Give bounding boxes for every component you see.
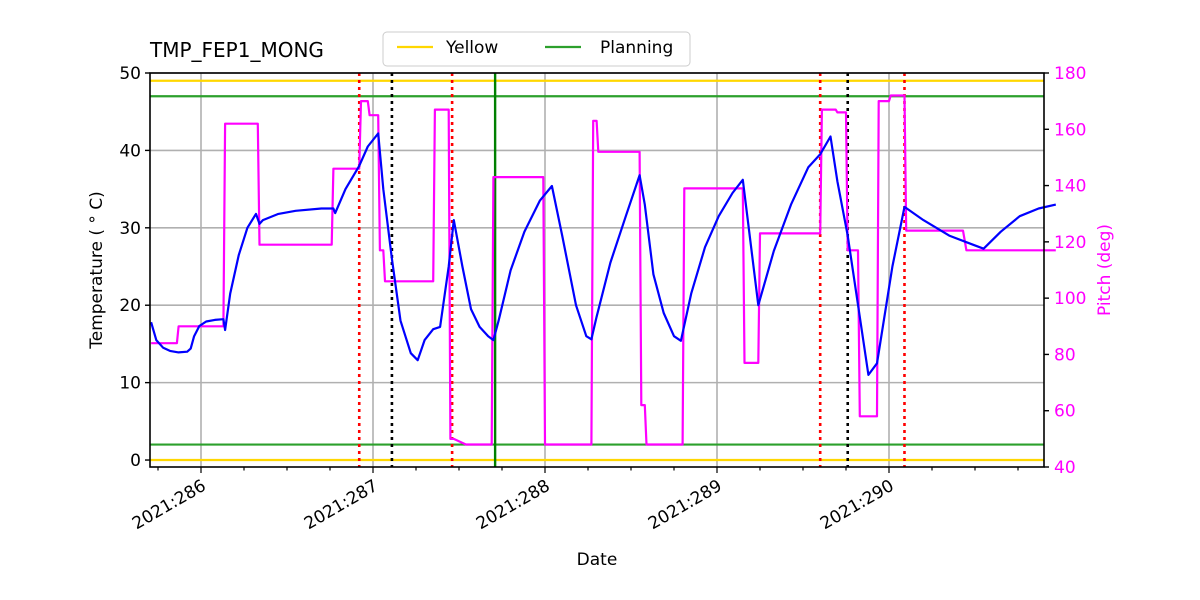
svg-text:50: 50 [119,64,141,84]
svg-text:20: 20 [119,296,141,316]
svg-text:180: 180 [1054,64,1086,84]
svg-text:140: 140 [1054,177,1086,197]
svg-text:10: 10 [119,374,141,394]
y-axis-label: Temperature ( ° C) [87,191,107,350]
svg-text:2021:288: 2021:288 [473,476,554,534]
svg-text:30: 30 [119,219,141,239]
legend-yellow-label: Yellow [445,38,498,58]
legend: Yellow Planning [382,31,691,67]
svg-text:40: 40 [1054,458,1076,478]
temperature-series [150,132,1057,376]
svg-text:2021:287: 2021:287 [301,476,382,534]
y-axis-right: 40 60 80 100 120 140 160 180 [1044,64,1086,478]
svg-text:60: 60 [1054,402,1076,422]
y-axis-left: 0 10 20 30 40 50 [119,64,150,471]
svg-text:0: 0 [130,451,141,471]
svg-text:2021:290: 2021:290 [817,476,898,534]
svg-text:120: 120 [1054,233,1086,253]
event-vertical-lines [357,73,906,467]
svg-text:2021:289: 2021:289 [645,476,726,534]
svg-text:2021:286: 2021:286 [129,476,210,534]
legend-planning-label: Planning [600,38,673,58]
x-axis: 2021:286 2021:287 2021:288 2021:289 2021:290 [129,467,1019,534]
plot-frame [149,72,1045,468]
svg-text:160: 160 [1054,120,1086,140]
y2-axis-label: Pitch (deg) [1095,224,1115,316]
svg-text:40: 40 [119,141,141,161]
chart-title: TMP_FEP1_MONG [149,38,324,62]
svg-text:100: 100 [1054,289,1086,309]
pitch-series [151,94,1056,446]
x-axis-label: Date [577,550,618,570]
svg-text:80: 80 [1054,345,1076,365]
